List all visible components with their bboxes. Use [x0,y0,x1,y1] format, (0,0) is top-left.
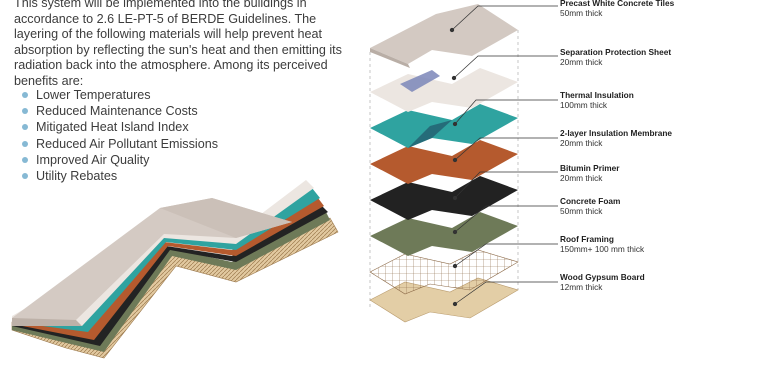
layer-name: Thermal Insulation [560,90,634,100]
benefit-item: Utility Rebates [22,168,218,184]
layer-name: Precast White Concrete Tiles [560,0,675,8]
layer-thickness: 50mm thick [560,205,603,216]
layer-thickness: 100mm thick [560,99,608,110]
benefit-label: Reduced Maintenance Costs [36,104,198,119]
assembled-roof-section [11,180,339,359]
layer-separation-sheet [370,68,518,112]
benefit-label: Lower Temperatures [36,88,151,102]
layer-thickness: 150mm+ 100 mm thick [560,243,645,254]
label-insulation-membrane: 2-layer Insulation Membrane 20mm thick [560,128,673,148]
label-wood-gypsum-board: Wood Gypsum Board 12mm thick [560,272,645,292]
label-precast-tiles: Precast White Concrete Tiles 50mm thick [560,0,674,18]
label-roof-framing: Roof Framing 150mm+ 100 mm thick [560,234,645,254]
benefit-label: Utility Rebates [36,169,118,184]
layer-bitumin-primer [370,176,518,220]
layer-name: Separation Protection Sheet [560,47,672,57]
layer-thickness: 20mm thick [560,56,603,67]
bullet-icon [22,124,28,131]
benefit-item: Mitigated Heat Island Index [22,119,218,135]
layer-name: Bitumin Primer [560,163,620,173]
benefit-item: Lower Temperatures [22,87,218,103]
benefit-label: Mitigated Heat Island Index [36,120,189,135]
bullet-icon [22,173,28,180]
layer-thickness: 50mm thick [560,7,603,18]
layer-thickness: 12mm thick [560,281,603,292]
benefit-item: Reduced Maintenance Costs [22,103,218,119]
layer-roof-framing [369,249,519,295]
benefit-label: Reduced Air Pollutant Emissions [36,136,219,151]
layer-precast-tiles [370,4,518,64]
benefit-label: Improved Air Quality [36,152,150,167]
label-concrete-foam: Concrete Foam 50mm thick [560,196,621,216]
intro-paragraph: This system will be implemented into the… [14,0,342,88]
benefit-item: Reduced Air Pollutant Emissions [22,136,218,152]
benefit-item: Improved Air Quality [22,152,218,168]
layer-insulation-membrane [370,140,518,184]
layer-thickness: 20mm thick [560,172,603,183]
bullet-icon [22,108,28,115]
layer-name: 2-layer Insulation Membrane [560,128,673,138]
label-thermal-insulation: Thermal Insulation 100mm thick [560,90,634,110]
exploded-layers [369,4,558,323]
bullet-icon [22,92,28,98]
layer-concrete-foam [370,212,518,256]
layer-name: Roof Framing [560,234,614,244]
benefits-list: Lower Temperatures Reduced Maintenance C… [22,87,218,184]
layer-name: Concrete Foam [560,196,621,206]
label-separation-sheet: Separation Protection Sheet 20mm thick [560,47,672,67]
label-bitumin-primer: Bitumin Primer 20mm thick [560,163,620,183]
bullet-icon [22,140,28,147]
layer-name: Wood Gypsum Board [560,272,645,282]
layer-thickness: 20mm thick [560,137,603,148]
bullet-icon [22,156,28,163]
